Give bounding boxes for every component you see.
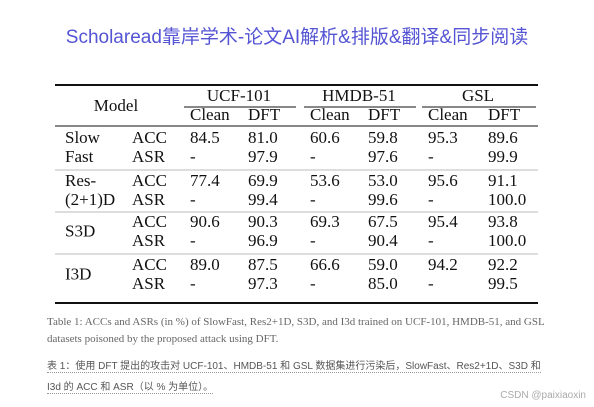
cell: 95.6 xyxy=(428,171,458,190)
cell: - xyxy=(428,190,434,209)
metric: ACC xyxy=(132,212,167,231)
group-header: HMDB-51 xyxy=(322,86,396,105)
app-title: Scholaread靠岸学术-论文AI解析&排版&翻译&同步阅读 xyxy=(65,27,529,48)
caption-en: Table 1: ACCs and ASRs (in %) of SlowFas… xyxy=(47,316,545,345)
caption-zh: 表 1：使用 DFT 提出的攻击对 UCF-101、HMDB-51 和 GSL … xyxy=(47,356,557,398)
cell: 95.4 xyxy=(428,212,458,231)
sub-header: DFT xyxy=(488,105,521,124)
cell: 99.4 xyxy=(248,190,278,209)
metric: ACC xyxy=(132,171,167,190)
cell: 53.0 xyxy=(368,171,398,190)
cell: 91.1 xyxy=(488,171,518,190)
cell: 97.6 xyxy=(368,147,398,166)
cell: 94.2 xyxy=(428,255,458,274)
sub-header: DFT xyxy=(248,105,281,124)
cell: - xyxy=(428,231,434,250)
cell: 90.6 xyxy=(190,212,220,231)
metric: ACC xyxy=(132,128,167,147)
cell: 92.2 xyxy=(488,255,518,274)
cell: - xyxy=(310,274,316,293)
cell: 93.8 xyxy=(488,212,518,231)
cell: 99.9 xyxy=(488,147,518,166)
model-name: Res- xyxy=(65,171,97,190)
model-header: Model xyxy=(94,96,139,115)
metric: ASR xyxy=(132,190,166,209)
cell: - xyxy=(428,274,434,293)
cell: - xyxy=(190,274,196,293)
cell: - xyxy=(310,190,316,209)
watermark: CSDN @paixiaoxin xyxy=(500,390,586,401)
cell: 99.5 xyxy=(488,274,518,293)
cell: 100.0 xyxy=(488,231,526,250)
cell: 95.3 xyxy=(428,128,458,147)
sub-header: Clean xyxy=(428,105,468,124)
cell: 97.3 xyxy=(248,274,278,293)
group-header: UCF-101 xyxy=(207,86,271,105)
cell: 89.6 xyxy=(488,128,518,147)
metric: ACC xyxy=(132,255,167,274)
sub-header: Clean xyxy=(190,105,230,124)
cell: 69.3 xyxy=(310,212,340,231)
cell: 97.9 xyxy=(248,147,278,166)
cell: 99.6 xyxy=(368,190,398,209)
group-header: GSL xyxy=(462,86,494,105)
cell: - xyxy=(428,147,434,166)
metric: ASR xyxy=(132,147,166,166)
cell: 89.0 xyxy=(190,255,220,274)
model-name: (2+1)D xyxy=(65,190,115,209)
cell: 67.5 xyxy=(368,212,398,231)
metric: ASR xyxy=(132,231,166,250)
cell: 77.4 xyxy=(190,171,220,190)
cell: 90.3 xyxy=(248,212,278,231)
sub-header: Clean xyxy=(310,105,350,124)
model-name: I3D xyxy=(65,264,91,283)
model-name: Fast xyxy=(65,147,94,166)
cell: - xyxy=(190,231,196,250)
cell: 81.0 xyxy=(248,128,278,147)
cell: 60.6 xyxy=(310,128,340,147)
cell: 53.6 xyxy=(310,171,340,190)
cell: 100.0 xyxy=(488,190,526,209)
cell: 87.5 xyxy=(248,255,278,274)
cell: 85.0 xyxy=(368,274,398,293)
sub-header: DFT xyxy=(368,105,401,124)
cell: - xyxy=(190,147,196,166)
cell: - xyxy=(310,231,316,250)
metric: ASR xyxy=(132,274,166,293)
cell: 90.4 xyxy=(368,231,398,250)
cell: - xyxy=(190,190,196,209)
cell: - xyxy=(310,147,316,166)
cell: 84.5 xyxy=(190,128,220,147)
model-name: Slow xyxy=(65,128,101,147)
cell: 59.8 xyxy=(368,128,398,147)
cell: 96.9 xyxy=(248,231,278,250)
caption-zh-text: 表 1：使用 DFT 提出的攻击对 UCF-101、HMDB-51 和 GSL … xyxy=(47,361,541,394)
cell: 59.0 xyxy=(368,255,398,274)
cell: 66.6 xyxy=(310,255,340,274)
model-name: S3D xyxy=(65,221,95,240)
cell: 69.9 xyxy=(248,171,278,190)
